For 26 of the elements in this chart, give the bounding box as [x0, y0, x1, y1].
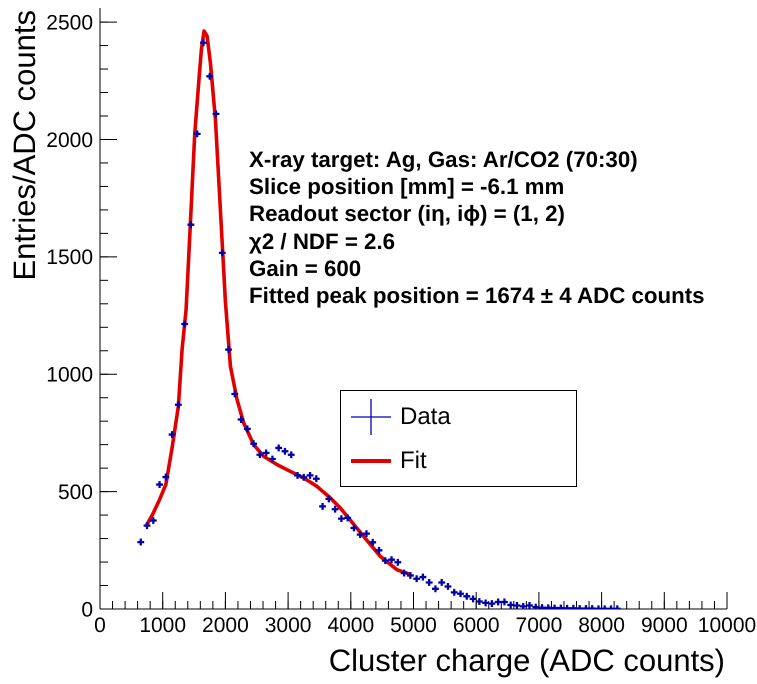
y-tick-label: 500	[58, 480, 93, 504]
y-tick-label: 2000	[46, 128, 93, 152]
x-tick-label: 10000	[698, 614, 756, 637]
y-tick-label: 1500	[46, 246, 93, 270]
y-tick-label: 1000	[46, 364, 93, 387]
x-tick-label: 8000	[578, 614, 625, 637]
legend-label: Fit	[400, 447, 427, 475]
x-tick-label: 7000	[516, 614, 562, 637]
annotation: Readout sector (iη, iϕ) = (1, 2)	[249, 200, 566, 228]
annotation: Gain = 600	[249, 254, 362, 282]
annotation: Fitted peak position = 1674 ± 4 ADC counts	[249, 282, 705, 310]
y-tick-label: 0	[81, 598, 93, 622]
x-tick-label: 1000	[139, 614, 186, 637]
y-tick-label: 2500	[46, 11, 93, 34]
x-tick-label: 5000	[390, 614, 437, 637]
x-tick-label: 4000	[327, 614, 374, 637]
y-axis-title: Entries/ADC counts	[7, 10, 43, 280]
x-axis-title: Cluster charge (ADC counts)	[328, 643, 725, 679]
x-tick-label: 3000	[264, 614, 312, 637]
annotation: X-ray target: Ag, Gas: Ar/CO2 (70:30)	[249, 146, 639, 174]
legend-label: Data	[400, 403, 451, 431]
x-tick-label: 9000	[640, 614, 688, 637]
x-tick-label: 2000	[202, 614, 249, 637]
x-tick-label: 6000	[452, 614, 500, 637]
annotation: χ2 / NDF = 2.6	[249, 228, 396, 255]
annotation: Slice position [mm] = -6.1 mm	[249, 173, 566, 200]
